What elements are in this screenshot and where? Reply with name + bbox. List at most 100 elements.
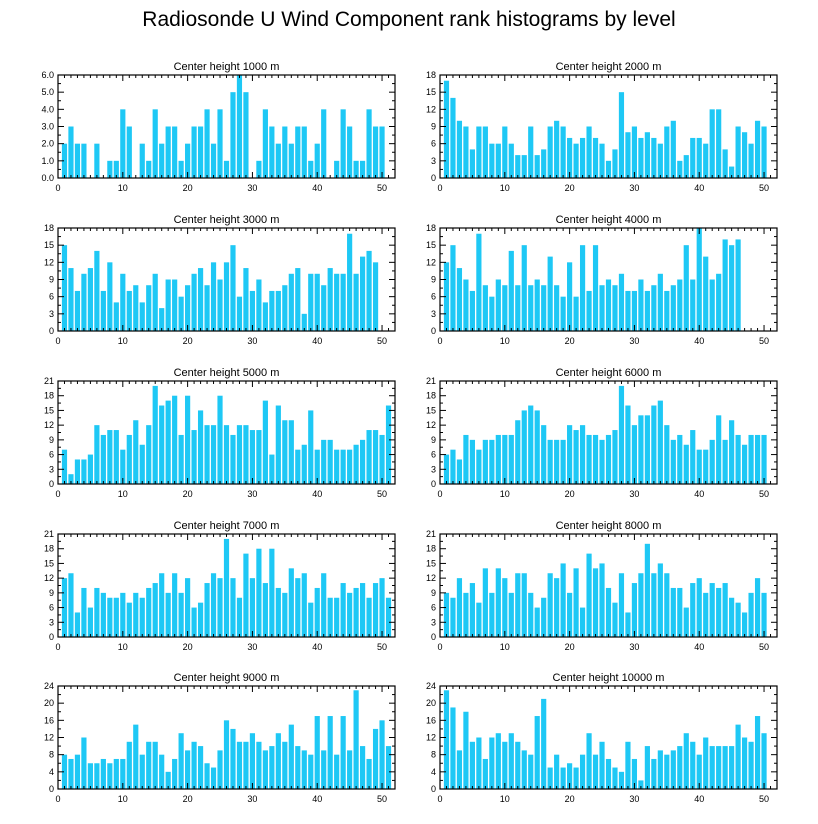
y-tick-label: 2.0 <box>41 139 54 149</box>
chart-panel: Center height 5000 m 0 10 20 30 40 50 0 3 6 9 12 15 1… <box>44 367 396 499</box>
histogram-bar <box>456 268 463 331</box>
histogram-bar <box>748 143 754 178</box>
histogram-bar <box>301 750 307 790</box>
histogram-bar <box>360 583 366 637</box>
histogram-bar <box>288 143 294 178</box>
histogram-bar <box>670 285 676 331</box>
histogram-bar <box>81 587 87 637</box>
histogram-bar <box>664 425 670 484</box>
histogram-bar <box>573 430 579 484</box>
histogram-bar <box>379 720 385 789</box>
histogram-bar <box>495 434 501 484</box>
histogram-bar <box>456 120 463 178</box>
histogram-bar <box>670 439 676 484</box>
histogram-bar <box>282 420 288 484</box>
histogram-bar <box>113 758 119 789</box>
histogram-bar <box>385 405 392 484</box>
histogram-bar <box>579 754 586 789</box>
histogram-bar <box>126 602 132 637</box>
histogram-bar <box>204 285 210 331</box>
histogram-bar <box>664 573 670 637</box>
histogram-bar <box>703 737 709 789</box>
histogram-bar <box>353 273 359 331</box>
histogram-bar <box>495 733 501 789</box>
y-tick-label: 8 <box>431 750 436 760</box>
y-tick-label: 9 <box>431 588 436 598</box>
histogram-bar <box>262 583 268 637</box>
histogram-bar <box>347 449 353 484</box>
histogram-bar <box>74 612 81 637</box>
histogram-bar <box>301 126 307 178</box>
histogram-bar <box>372 126 379 178</box>
histogram-bar <box>81 459 87 484</box>
x-tick-label: 40 <box>694 642 704 652</box>
histogram-bar <box>191 273 197 331</box>
y-tick-label: 0 <box>431 784 436 794</box>
x-tick-label: 10 <box>500 336 510 346</box>
histogram-bar <box>515 420 521 484</box>
histogram-bar <box>269 290 275 331</box>
histogram-bar <box>249 578 256 637</box>
histogram-bar <box>197 746 204 789</box>
histogram-bar <box>256 160 262 178</box>
histogram-bar <box>146 285 152 331</box>
histogram-bar <box>495 279 501 331</box>
histogram-bar <box>560 563 566 637</box>
histogram-bar <box>120 273 126 331</box>
histogram-bar <box>249 733 256 789</box>
x-tick-label: 50 <box>377 336 387 346</box>
histogram-bar <box>638 780 644 789</box>
histogram-bar <box>651 137 657 178</box>
histogram-bar <box>100 290 106 331</box>
histogram-bar <box>210 425 217 484</box>
histogram-bar <box>217 395 223 484</box>
y-tick-label: 0.0 <box>41 173 54 183</box>
histogram-bar <box>107 763 113 789</box>
histogram-bar <box>223 160 230 178</box>
histogram-bar <box>172 573 178 637</box>
x-tick-label: 30 <box>629 336 639 346</box>
histogram-bar <box>314 143 320 178</box>
y-tick-label: 24 <box>426 681 436 691</box>
y-tick-label: 3 <box>431 617 436 627</box>
histogram-bar <box>360 439 366 484</box>
histogram-bar <box>236 296 243 331</box>
histogram-bar <box>754 578 761 637</box>
histogram-bar <box>185 395 191 484</box>
histogram-bar <box>353 444 359 484</box>
histogram-bar <box>716 415 722 484</box>
histogram-bar <box>159 754 165 789</box>
histogram-bar <box>107 430 113 484</box>
histogram-bar <box>100 592 106 637</box>
histogram-bar <box>618 573 625 637</box>
histogram-bar <box>120 109 126 178</box>
histogram-bar <box>146 425 152 484</box>
histogram-bar <box>729 245 735 331</box>
histogram-bar <box>729 166 735 178</box>
histogram-bar <box>547 439 553 484</box>
histogram-bar <box>282 592 288 637</box>
histogram-bar <box>249 290 256 331</box>
histogram-bar <box>191 607 197 637</box>
histogram-bar <box>657 750 663 790</box>
histogram-bar <box>709 439 715 484</box>
histogram-bar <box>605 758 612 789</box>
histogram-bar <box>605 279 612 331</box>
histogram-bar <box>94 763 100 789</box>
page-title: Radiosonde U Wind Component rank histogr… <box>142 8 676 31</box>
histogram-bar <box>327 268 333 331</box>
y-tick-label: 0 <box>49 326 54 336</box>
y-tick-label: 12 <box>44 733 54 743</box>
histogram-bar <box>353 690 359 789</box>
histogram-bar <box>94 143 100 178</box>
histogram-bar <box>450 245 456 331</box>
histogram-bar <box>262 109 268 178</box>
x-tick-label: 20 <box>183 794 193 804</box>
histogram-bar <box>172 758 178 789</box>
x-tick-label: 20 <box>183 336 193 346</box>
y-tick-label: 0 <box>431 326 436 336</box>
histogram-bar <box>61 245 68 331</box>
y-tick-label: 4.0 <box>41 104 54 114</box>
histogram-bar <box>139 754 145 789</box>
